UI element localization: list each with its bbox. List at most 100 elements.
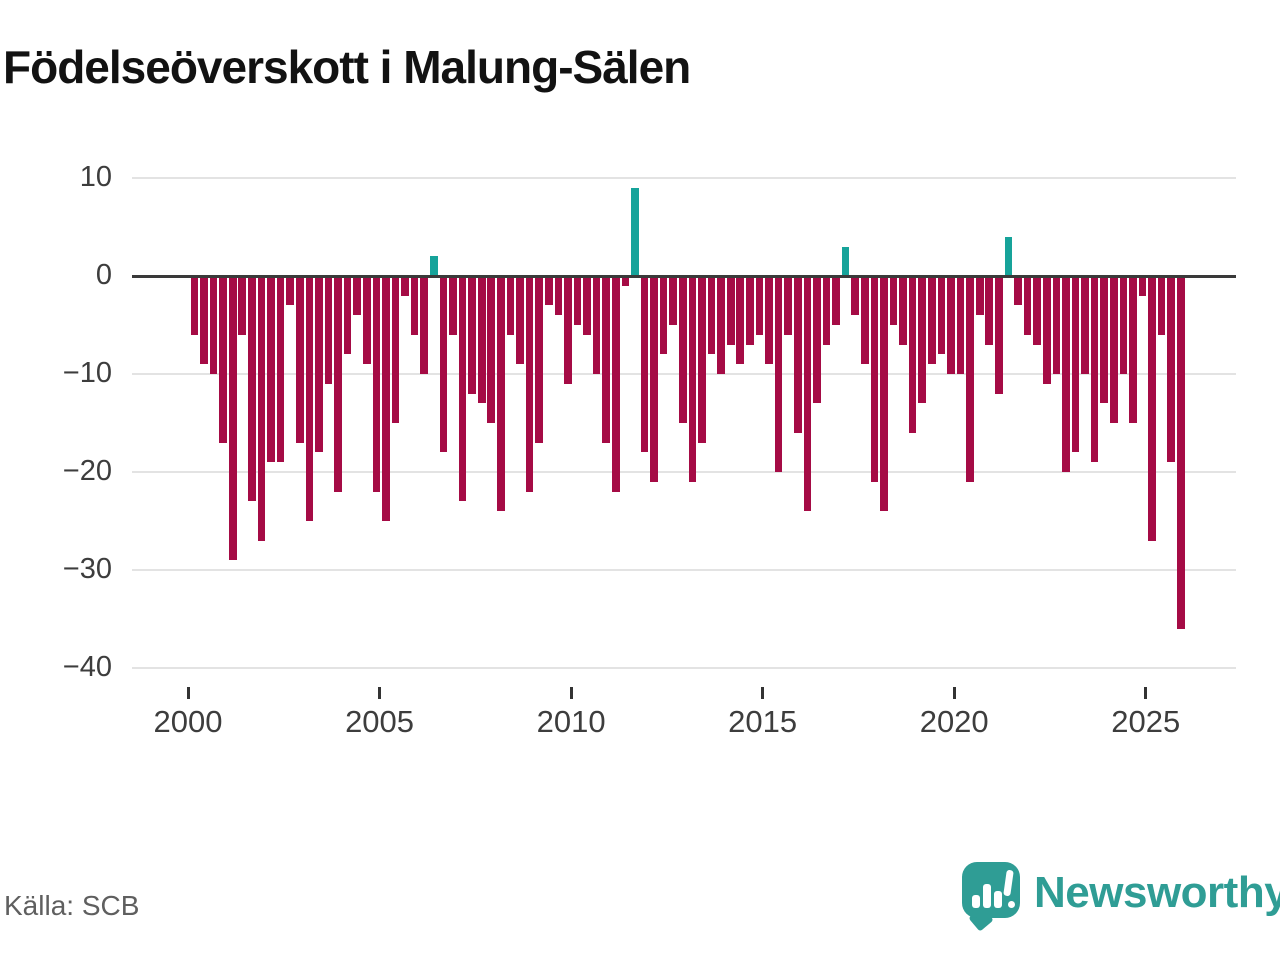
- bar-2004-Q2: [353, 276, 361, 316]
- bar-2017-Q2: [851, 276, 859, 316]
- bar-2010-Q2: [583, 276, 591, 335]
- bar-2017-Q1: [841, 246, 850, 276]
- bar-2008-Q3: [516, 276, 524, 365]
- x-axis-tick: [952, 687, 956, 699]
- bar-2018-Q3: [899, 276, 907, 345]
- bar-2013-Q2: [698, 276, 706, 443]
- bar-2018-Q4: [908, 276, 917, 433]
- bar-2015-Q3: [784, 276, 792, 335]
- bar-2008-Q1: [497, 276, 505, 512]
- bar-2001-Q4: [257, 276, 266, 541]
- x-axis-tick-label: 2005: [345, 704, 415, 739]
- bar-2013-Q3: [707, 276, 716, 355]
- bar-2002-Q2: [276, 276, 285, 463]
- newsworthy-logo: Newsworthy: [960, 860, 1280, 932]
- bar-2010-Q1: [573, 276, 582, 325]
- bar-2003-Q3: [324, 276, 333, 384]
- x-axis-tick-label: 2000: [153, 704, 223, 739]
- bar-2012-Q2: [659, 276, 668, 355]
- bar-2009-Q3: [554, 276, 563, 316]
- bar-2010-Q3: [592, 276, 601, 374]
- bar-2010-Q4: [602, 276, 610, 443]
- bar-2019-Q2: [928, 276, 936, 365]
- bar-2020-Q3: [975, 276, 984, 316]
- source-note: Källa: SCB: [4, 890, 140, 921]
- bar-2009-Q1: [535, 276, 543, 443]
- y-axis-tick-label: −10: [62, 357, 112, 389]
- bar-2014-Q3: [746, 276, 754, 345]
- bar-2023-Q2: [1081, 276, 1089, 374]
- bar-2011-Q1: [611, 276, 620, 492]
- bar-2020-Q1: [956, 276, 965, 374]
- bar-2016-Q1: [803, 276, 812, 512]
- bar-2023-Q3: [1090, 276, 1099, 463]
- chart-title: Födelseöverskott i Malung-Sälen: [3, 41, 691, 93]
- bar-2006-Q3: [439, 276, 448, 453]
- x-axis-tick: [761, 687, 765, 699]
- bar-2017-Q3: [860, 276, 869, 365]
- bar-2016-Q4: [832, 276, 840, 325]
- bar-2022-Q1: [1033, 276, 1041, 345]
- bar-2002-Q4: [295, 276, 304, 443]
- bar-2003-Q2: [315, 276, 323, 453]
- y-axis-tick-label: 10: [79, 161, 112, 193]
- bar-2018-Q1: [880, 276, 888, 512]
- bar-2000-Q1: [190, 276, 199, 335]
- bar-2014-Q1: [726, 276, 735, 345]
- bar-2005-Q2: [391, 276, 400, 423]
- bar-2019-Q3: [937, 276, 946, 355]
- bar-2024-Q3: [1129, 276, 1137, 423]
- bar-2003-Q1: [305, 276, 314, 521]
- bar-2011-Q2: [621, 276, 630, 286]
- x-axis-tick: [378, 687, 382, 699]
- bar-2008-Q2: [506, 276, 515, 335]
- bar-2022-Q4: [1062, 276, 1070, 472]
- bar-2021-Q3: [1014, 276, 1022, 306]
- bar-chart-speech-bubble-icon: [962, 862, 1020, 932]
- bar-2000-Q2: [200, 276, 208, 365]
- bar-2014-Q4: [755, 276, 764, 335]
- bar-2012-Q1: [650, 276, 658, 482]
- bar-2001-Q3: [248, 276, 256, 502]
- y-axis-tick-label: −30: [62, 553, 112, 585]
- gridline: [132, 471, 1236, 473]
- bar-2011-Q3: [631, 187, 639, 276]
- bar-2025-Q3: [1167, 276, 1176, 463]
- bar-2007-Q4: [487, 276, 496, 423]
- bar-2000-Q3: [209, 276, 218, 374]
- bar-2006-Q1: [420, 276, 429, 374]
- bar-2004-Q3: [362, 276, 371, 365]
- bar-2021-Q4: [1023, 276, 1032, 335]
- brand-wordmark: Newsworthy: [1034, 868, 1280, 917]
- x-axis-tick-label: 2010: [536, 704, 606, 739]
- x-axis-tick: [186, 687, 190, 699]
- y-axis-tick-label: 0: [95, 259, 112, 291]
- bar-2000-Q4: [219, 276, 227, 443]
- bar-2023-Q1: [1071, 276, 1080, 453]
- bar-2022-Q2: [1042, 276, 1051, 384]
- bar-2005-Q4: [410, 276, 419, 335]
- bar-2012-Q3: [669, 276, 678, 325]
- bar-2015-Q1: [765, 276, 773, 365]
- bar-2009-Q4: [564, 276, 572, 384]
- bar-2012-Q4: [679, 276, 687, 423]
- y-axis-tick-label: −20: [62, 455, 112, 487]
- bar-2023-Q4: [1100, 276, 1108, 404]
- bar-2019-Q4: [947, 276, 955, 374]
- bar-2011-Q4: [640, 276, 649, 453]
- bar-2006-Q4: [449, 276, 457, 335]
- zero-baseline: [132, 274, 1236, 278]
- gridline: [132, 667, 1236, 669]
- x-axis-tick-label: 2025: [1111, 704, 1181, 739]
- bar-2007-Q1: [458, 276, 467, 502]
- bar-2020-Q2: [966, 276, 974, 482]
- bar-2009-Q2: [544, 276, 553, 306]
- bar-2006-Q2: [430, 256, 438, 276]
- bar-2004-Q1: [343, 276, 352, 355]
- bar-2013-Q4: [717, 276, 725, 374]
- bar-2002-Q1: [267, 276, 275, 463]
- bar-2022-Q3: [1052, 276, 1061, 374]
- bar-2004-Q4: [372, 276, 381, 492]
